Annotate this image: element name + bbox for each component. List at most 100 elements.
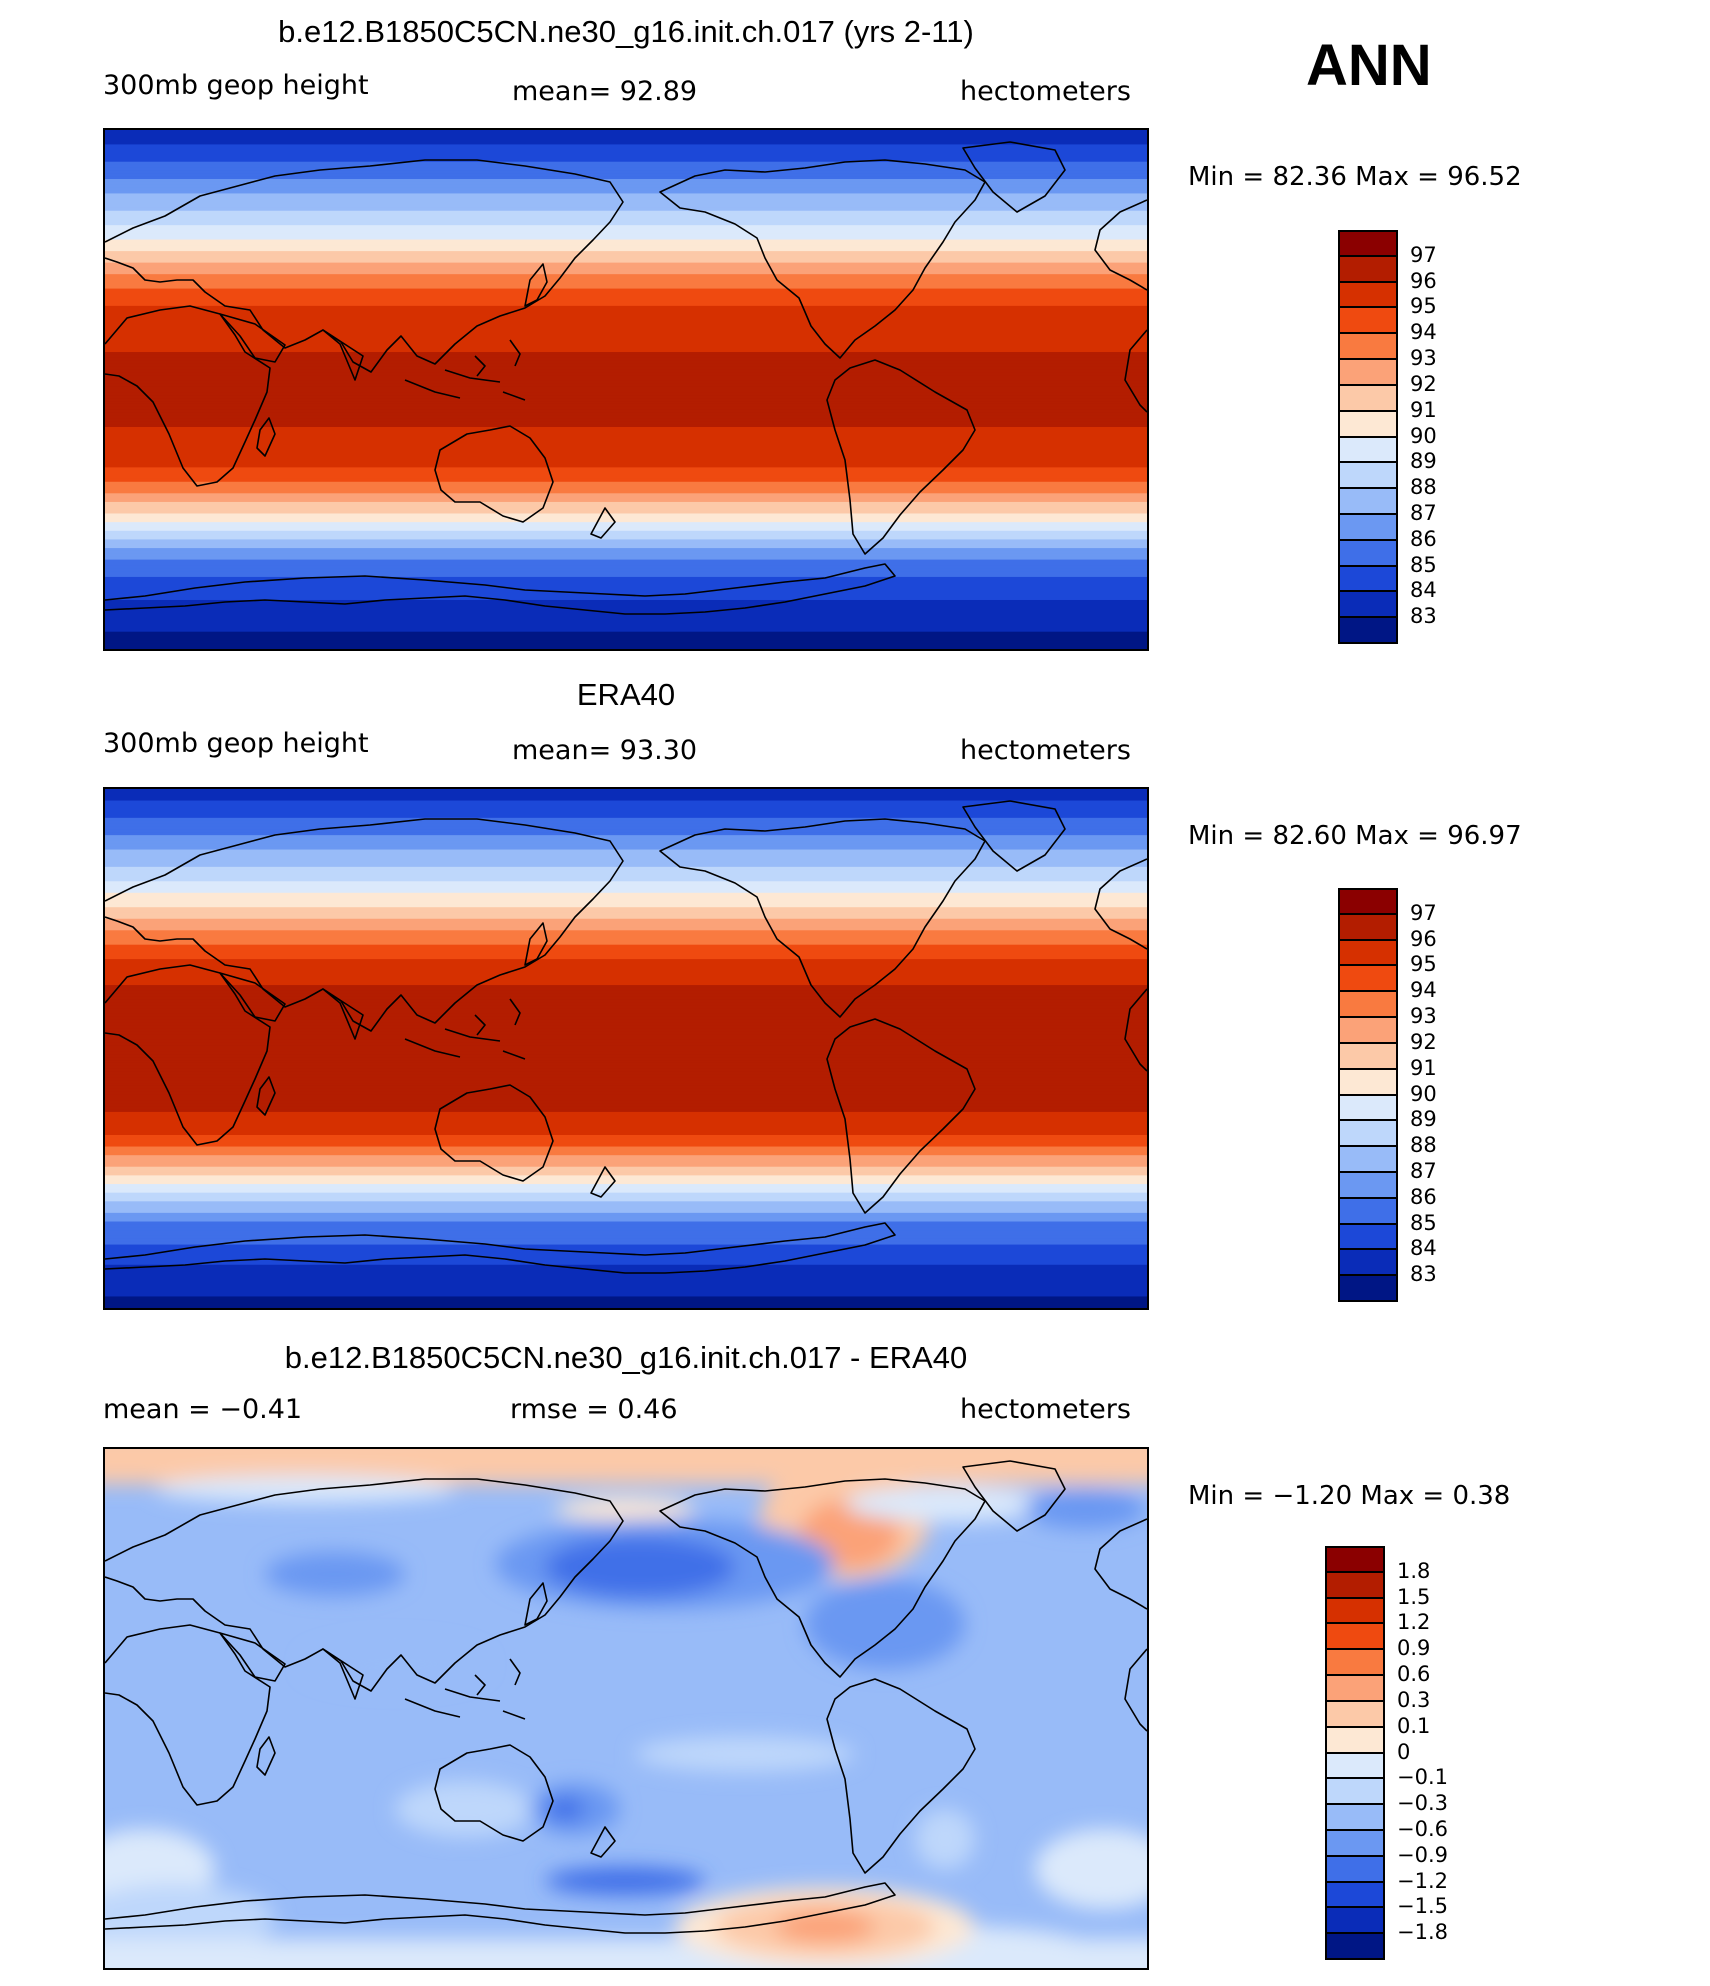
map-band bbox=[105, 317, 1147, 321]
colorbar-tick bbox=[1325, 1854, 1385, 1857]
map-band bbox=[105, 386, 1147, 391]
coastline bbox=[590, 1166, 616, 1198]
colorbar-tick bbox=[1325, 1674, 1385, 1677]
coastline bbox=[219, 313, 286, 363]
map-band bbox=[105, 990, 1147, 995]
coastline bbox=[962, 800, 1066, 872]
map-band bbox=[105, 1045, 1147, 1050]
coastline bbox=[219, 1632, 286, 1682]
map-band bbox=[105, 542, 1147, 546]
map-band bbox=[105, 438, 1147, 442]
map-band bbox=[105, 490, 1147, 494]
colorbar-tick bbox=[1338, 461, 1398, 464]
map-band bbox=[105, 328, 1147, 333]
coastline bbox=[434, 1084, 554, 1182]
map-band bbox=[105, 418, 1147, 422]
map-band bbox=[105, 1287, 1147, 1292]
map-band bbox=[105, 846, 1147, 851]
map-band bbox=[105, 571, 1147, 575]
map-band bbox=[105, 849, 1147, 854]
map-band bbox=[105, 944, 1147, 949]
map-band bbox=[105, 631, 1147, 636]
colorbar-tick bbox=[1325, 1828, 1385, 1831]
map-band bbox=[105, 242, 1147, 246]
colorbar-tick bbox=[1325, 1699, 1385, 1702]
map-band bbox=[105, 464, 1147, 468]
map-band bbox=[105, 866, 1147, 871]
map-band bbox=[105, 933, 1147, 937]
map-band bbox=[105, 1100, 1147, 1104]
map-band bbox=[105, 907, 1147, 911]
map-band bbox=[105, 268, 1147, 272]
panel-3-mean-label: mean = −0.41 bbox=[103, 1394, 303, 1425]
map-band bbox=[105, 539, 1147, 543]
colorbar-swatch bbox=[1338, 513, 1398, 541]
map-band bbox=[105, 372, 1147, 376]
colorbar-tick bbox=[1325, 1751, 1385, 1754]
panel-1-variable-label: 300mb geop height bbox=[103, 70, 369, 101]
map-band bbox=[105, 1140, 1147, 1145]
colorbar-label: 1.8 bbox=[1397, 1558, 1431, 1583]
coastline bbox=[105, 818, 624, 1032]
colorbar-swatch bbox=[1338, 591, 1398, 618]
coastline bbox=[590, 1826, 616, 1858]
map-band bbox=[105, 1152, 1147, 1156]
colorbar-swatch bbox=[1325, 1571, 1385, 1599]
panel-1-map-canvas bbox=[105, 130, 1147, 649]
map-band bbox=[105, 959, 1147, 963]
map-band bbox=[105, 1221, 1147, 1225]
colorbar-swatch bbox=[1325, 1700, 1385, 1728]
coastline bbox=[659, 159, 986, 359]
colorbar-swatch bbox=[1338, 1120, 1398, 1147]
colorbar-swatch bbox=[1338, 1146, 1398, 1173]
panel-1-colorbar: 97 96 95 94 93 92 91 90 89 88 87 86 85 84 83 bbox=[1338, 230, 1508, 644]
colorbar-label: 97 bbox=[1410, 900, 1437, 925]
colorbar-label: 90 bbox=[1410, 423, 1437, 448]
map-band bbox=[105, 323, 1147, 327]
map-band bbox=[105, 1218, 1147, 1223]
map-band bbox=[105, 487, 1147, 492]
map-band bbox=[105, 1085, 1147, 1090]
map-band bbox=[105, 225, 1147, 229]
colorbar-tick bbox=[1338, 912, 1398, 915]
coastline bbox=[105, 1882, 896, 1934]
map-band bbox=[105, 1002, 1147, 1006]
colorbar-label: −0.6 bbox=[1397, 1816, 1448, 1841]
panel-1-mean-label: mean= 92.89 bbox=[512, 76, 698, 107]
map-band bbox=[105, 1284, 1147, 1289]
map-band bbox=[105, 1106, 1147, 1110]
map-band bbox=[105, 1186, 1147, 1191]
colorbar-swatch bbox=[1338, 462, 1398, 489]
map-band bbox=[105, 392, 1147, 396]
colorbar-label: 93 bbox=[1410, 1004, 1437, 1029]
map-band bbox=[105, 1149, 1147, 1153]
map-band bbox=[105, 484, 1147, 489]
map-band bbox=[105, 153, 1147, 157]
colorbar-label: 91 bbox=[1410, 1055, 1437, 1080]
map-band bbox=[105, 1132, 1147, 1136]
map-band bbox=[105, 591, 1147, 595]
colorbar-label: −0.3 bbox=[1397, 1791, 1448, 1816]
map-band bbox=[105, 1071, 1147, 1076]
map-band bbox=[105, 277, 1147, 281]
map-band bbox=[105, 202, 1147, 206]
colorbar-swatch bbox=[1338, 359, 1398, 386]
colorbar-swatch bbox=[1325, 1649, 1385, 1676]
coastline bbox=[659, 818, 986, 1018]
panel-2-colorbar: 97 96 95 94 93 92 91 90 89 88 87 86 85 84 83 bbox=[1338, 888, 1508, 1302]
colorbar-swatch bbox=[1338, 1249, 1398, 1276]
map-band bbox=[105, 1034, 1147, 1038]
panel-1-units-label: hectometers bbox=[960, 76, 1131, 107]
map-band bbox=[105, 164, 1147, 169]
map-band bbox=[105, 973, 1147, 978]
panel-3-title: b.e12.B1850C5CN.ne30_g16.init.ch.017 - E… bbox=[284, 1340, 968, 1375]
map-band bbox=[105, 585, 1147, 590]
map-band bbox=[105, 941, 1147, 946]
map-band bbox=[105, 1169, 1147, 1174]
map-band bbox=[105, 1129, 1147, 1133]
panel-2-map-canvas bbox=[105, 789, 1147, 1308]
map-band bbox=[105, 993, 1147, 998]
map-band bbox=[105, 1123, 1147, 1127]
map-band bbox=[105, 311, 1147, 316]
map-band bbox=[105, 320, 1147, 324]
